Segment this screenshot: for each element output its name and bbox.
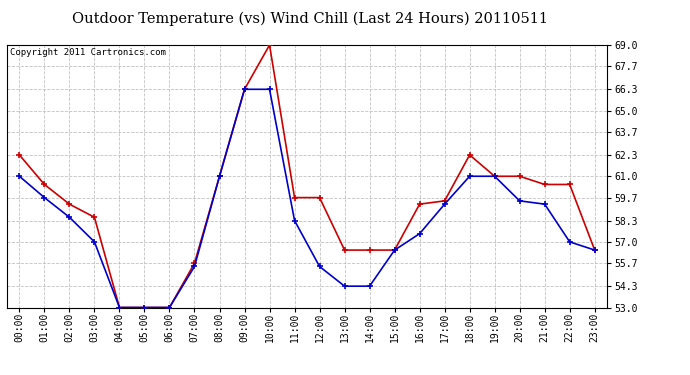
Text: Outdoor Temperature (vs) Wind Chill (Last 24 Hours) 20110511: Outdoor Temperature (vs) Wind Chill (Las… [72,11,549,26]
Text: Copyright 2011 Cartronics.com: Copyright 2011 Cartronics.com [10,48,166,57]
